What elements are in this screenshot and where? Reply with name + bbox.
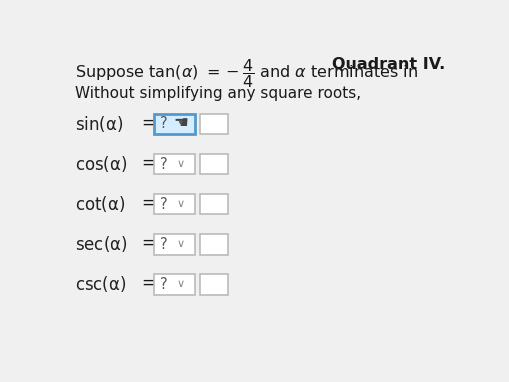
Text: ?: ? <box>160 157 167 172</box>
Text: $\mathrm{sin(\alpha)}$: $\mathrm{sin(\alpha)}$ <box>75 113 124 134</box>
FancyBboxPatch shape <box>154 194 195 214</box>
Text: ?: ? <box>160 236 167 252</box>
Text: ∨: ∨ <box>177 199 185 209</box>
Text: ☚: ☚ <box>174 114 188 132</box>
Text: =: = <box>141 234 155 252</box>
Text: ∨: ∨ <box>177 239 185 249</box>
FancyBboxPatch shape <box>200 274 228 295</box>
Text: ?: ? <box>160 197 167 212</box>
FancyBboxPatch shape <box>200 154 228 175</box>
FancyBboxPatch shape <box>200 194 228 214</box>
Text: =: = <box>141 113 155 132</box>
Text: ?: ? <box>160 277 167 291</box>
FancyBboxPatch shape <box>200 113 228 134</box>
Text: =: = <box>141 274 155 292</box>
Text: =: = <box>141 194 155 212</box>
Text: Suppose tan($\alpha$) $= -\dfrac{4}{4}$ and $\alpha$ terminates in: Suppose tan($\alpha$) $= -\dfrac{4}{4}$ … <box>75 57 419 90</box>
Text: ∨: ∨ <box>177 279 185 289</box>
Text: ?: ? <box>160 117 167 131</box>
FancyBboxPatch shape <box>154 274 195 295</box>
Text: =: = <box>141 154 155 172</box>
Text: ∨: ∨ <box>177 159 185 169</box>
Text: Quadrant IV.: Quadrant IV. <box>332 57 445 71</box>
FancyBboxPatch shape <box>200 234 228 254</box>
Text: $\mathrm{cos(\alpha)}$: $\mathrm{cos(\alpha)}$ <box>75 154 128 174</box>
Text: $\mathrm{sec(\alpha)}$: $\mathrm{sec(\alpha)}$ <box>75 234 128 254</box>
Text: Without simplifying any square roots,: Without simplifying any square roots, <box>75 86 361 101</box>
Text: $\mathrm{cot(\alpha)}$: $\mathrm{cot(\alpha)}$ <box>75 194 126 214</box>
FancyBboxPatch shape <box>154 154 195 175</box>
FancyBboxPatch shape <box>154 234 195 254</box>
FancyBboxPatch shape <box>154 113 195 134</box>
Text: $\mathrm{csc(\alpha)}$: $\mathrm{csc(\alpha)}$ <box>75 274 127 294</box>
